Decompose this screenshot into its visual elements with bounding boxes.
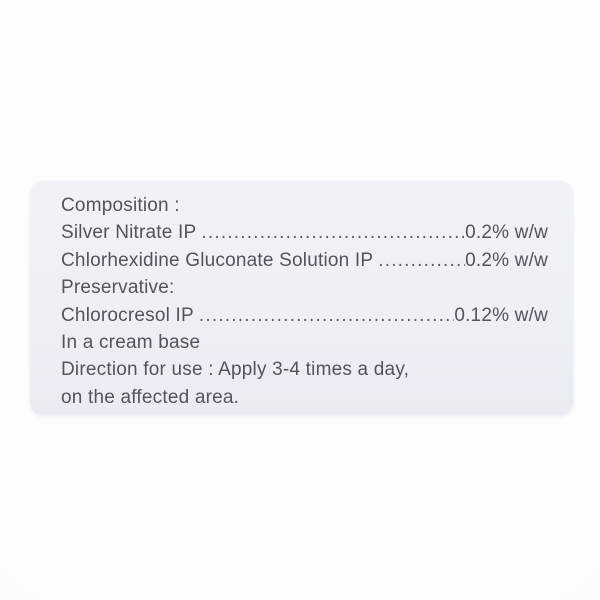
- direction-for-use-line1: Direction for use : Apply 3-4 times a da…: [61, 359, 410, 381]
- dot-leader: ........................................…: [201, 222, 466, 244]
- medicine-label-card: Composition : Silver Nitrate IP ........…: [30, 181, 573, 415]
- ingredient-row-chlorhexidine: Chlorhexidine Gluconate Solution IP ....…: [61, 247, 548, 274]
- ingredient-strength: 0.2% w/w: [465, 222, 548, 244]
- dot-leader: ........................................…: [198, 304, 454, 326]
- ingredient-name: Chlorhexidine Gluconate Solution IP: [61, 249, 374, 271]
- dot-leader: ........................................…: [378, 249, 465, 271]
- ingredient-name: Chlorocresol IP: [61, 304, 194, 326]
- ingredient-name: Silver Nitrate IP: [61, 222, 197, 244]
- composition-heading: Composition :: [61, 195, 180, 216]
- ingredient-strength: 0.12% w/w: [454, 304, 548, 326]
- direction-for-use-line2: on the affected area.: [61, 386, 240, 408]
- ingredient-row-silver-nitrate: Silver Nitrate IP ......................…: [61, 219, 548, 246]
- preservative-heading: Preservative:: [61, 277, 175, 299]
- ingredient-strength: 0.2% w/w: [465, 249, 548, 271]
- cream-base-note: In a cream base: [61, 331, 201, 353]
- ingredient-row-chlorocresol: Chlorocresol IP ........................…: [61, 302, 548, 329]
